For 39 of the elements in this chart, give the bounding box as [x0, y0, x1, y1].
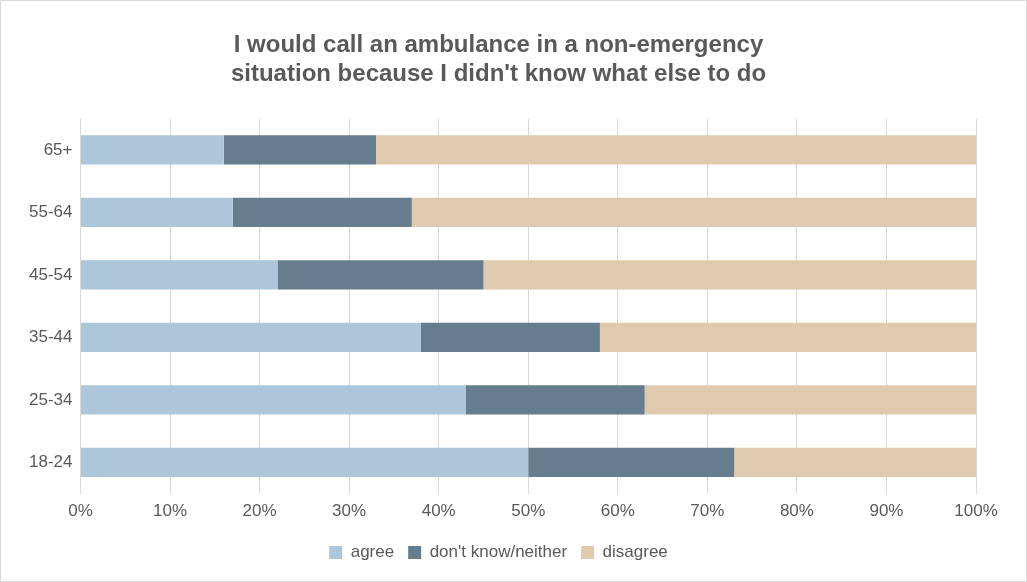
x-tick-label: 60% — [600, 501, 635, 521]
bar — [80, 260, 278, 290]
bar — [232, 197, 412, 228]
bar — [80, 385, 466, 415]
x-tick-label: 80% — [779, 501, 814, 521]
x-tick-label: 30% — [332, 501, 367, 521]
x-tick-label: 20% — [242, 501, 277, 521]
y-tick-label: 35-44 — [29, 327, 73, 347]
x-tick-label: 100% — [954, 501, 998, 521]
chart-title: I would call an ambulance in a non-emergency situation because I didn't know what else to do — [230, 30, 767, 86]
bar — [465, 385, 645, 415]
bar — [599, 322, 976, 353]
x-tick-label: 10% — [153, 501, 188, 521]
bar — [80, 135, 224, 165]
bar — [376, 135, 976, 165]
bar — [80, 322, 421, 353]
legend-label: agree — [350, 542, 395, 562]
x-tick-label: 50% — [511, 501, 546, 521]
bar — [277, 260, 484, 290]
bar — [80, 447, 529, 478]
bar — [528, 447, 735, 478]
x-tick-label: 40% — [421, 501, 456, 521]
x-tick-label: 70% — [690, 501, 725, 521]
y-tick-label: 55-64 — [29, 202, 73, 222]
x-tick-label: 0% — [68, 501, 93, 521]
y-tick-label: 25-34 — [29, 389, 73, 409]
y-tick-label: 45-54 — [29, 264, 73, 284]
bar — [734, 447, 976, 478]
bar — [483, 260, 976, 290]
bar — [420, 322, 600, 353]
bar — [644, 385, 976, 415]
y-tick-label: 18-24 — [29, 452, 73, 472]
bar — [223, 135, 376, 165]
y-tick-label: 65+ — [43, 139, 73, 159]
bar — [411, 197, 976, 228]
bar — [80, 197, 233, 228]
legend-label: don't know/neither — [429, 542, 568, 562]
x-tick-label: 90% — [869, 501, 904, 521]
legend-label: disagree — [602, 542, 668, 562]
